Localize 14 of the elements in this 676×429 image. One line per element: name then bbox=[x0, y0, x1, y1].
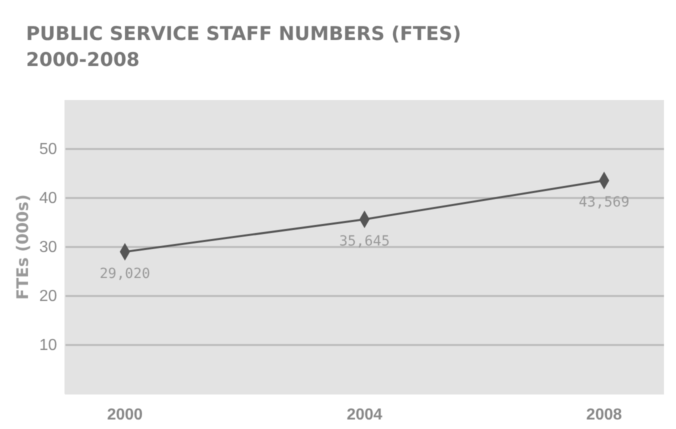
chart-subtitle: 2000-2008 bbox=[26, 49, 140, 71]
text: 29,020 bbox=[100, 266, 150, 282]
y-axis-title: FTEs (000s) bbox=[13, 194, 32, 300]
x-tick-label: 2000 bbox=[107, 406, 143, 424]
y-tick-label: 40 bbox=[39, 190, 58, 208]
y-tick-label: 50 bbox=[39, 141, 58, 158]
y-tick-label: 10 bbox=[39, 337, 58, 354]
x-tick-label: 2008 bbox=[586, 406, 622, 424]
chart-title: PUBLIC SERVICE STAFF NUMBERS (FTES) bbox=[26, 23, 462, 45]
x-tick-label: 2004 bbox=[346, 406, 382, 424]
text: 43,569 bbox=[578, 194, 630, 211]
text: 35,645 bbox=[339, 233, 390, 250]
y-tick-label: 20 bbox=[39, 288, 58, 306]
y-tick-label: 30 bbox=[39, 239, 58, 256]
